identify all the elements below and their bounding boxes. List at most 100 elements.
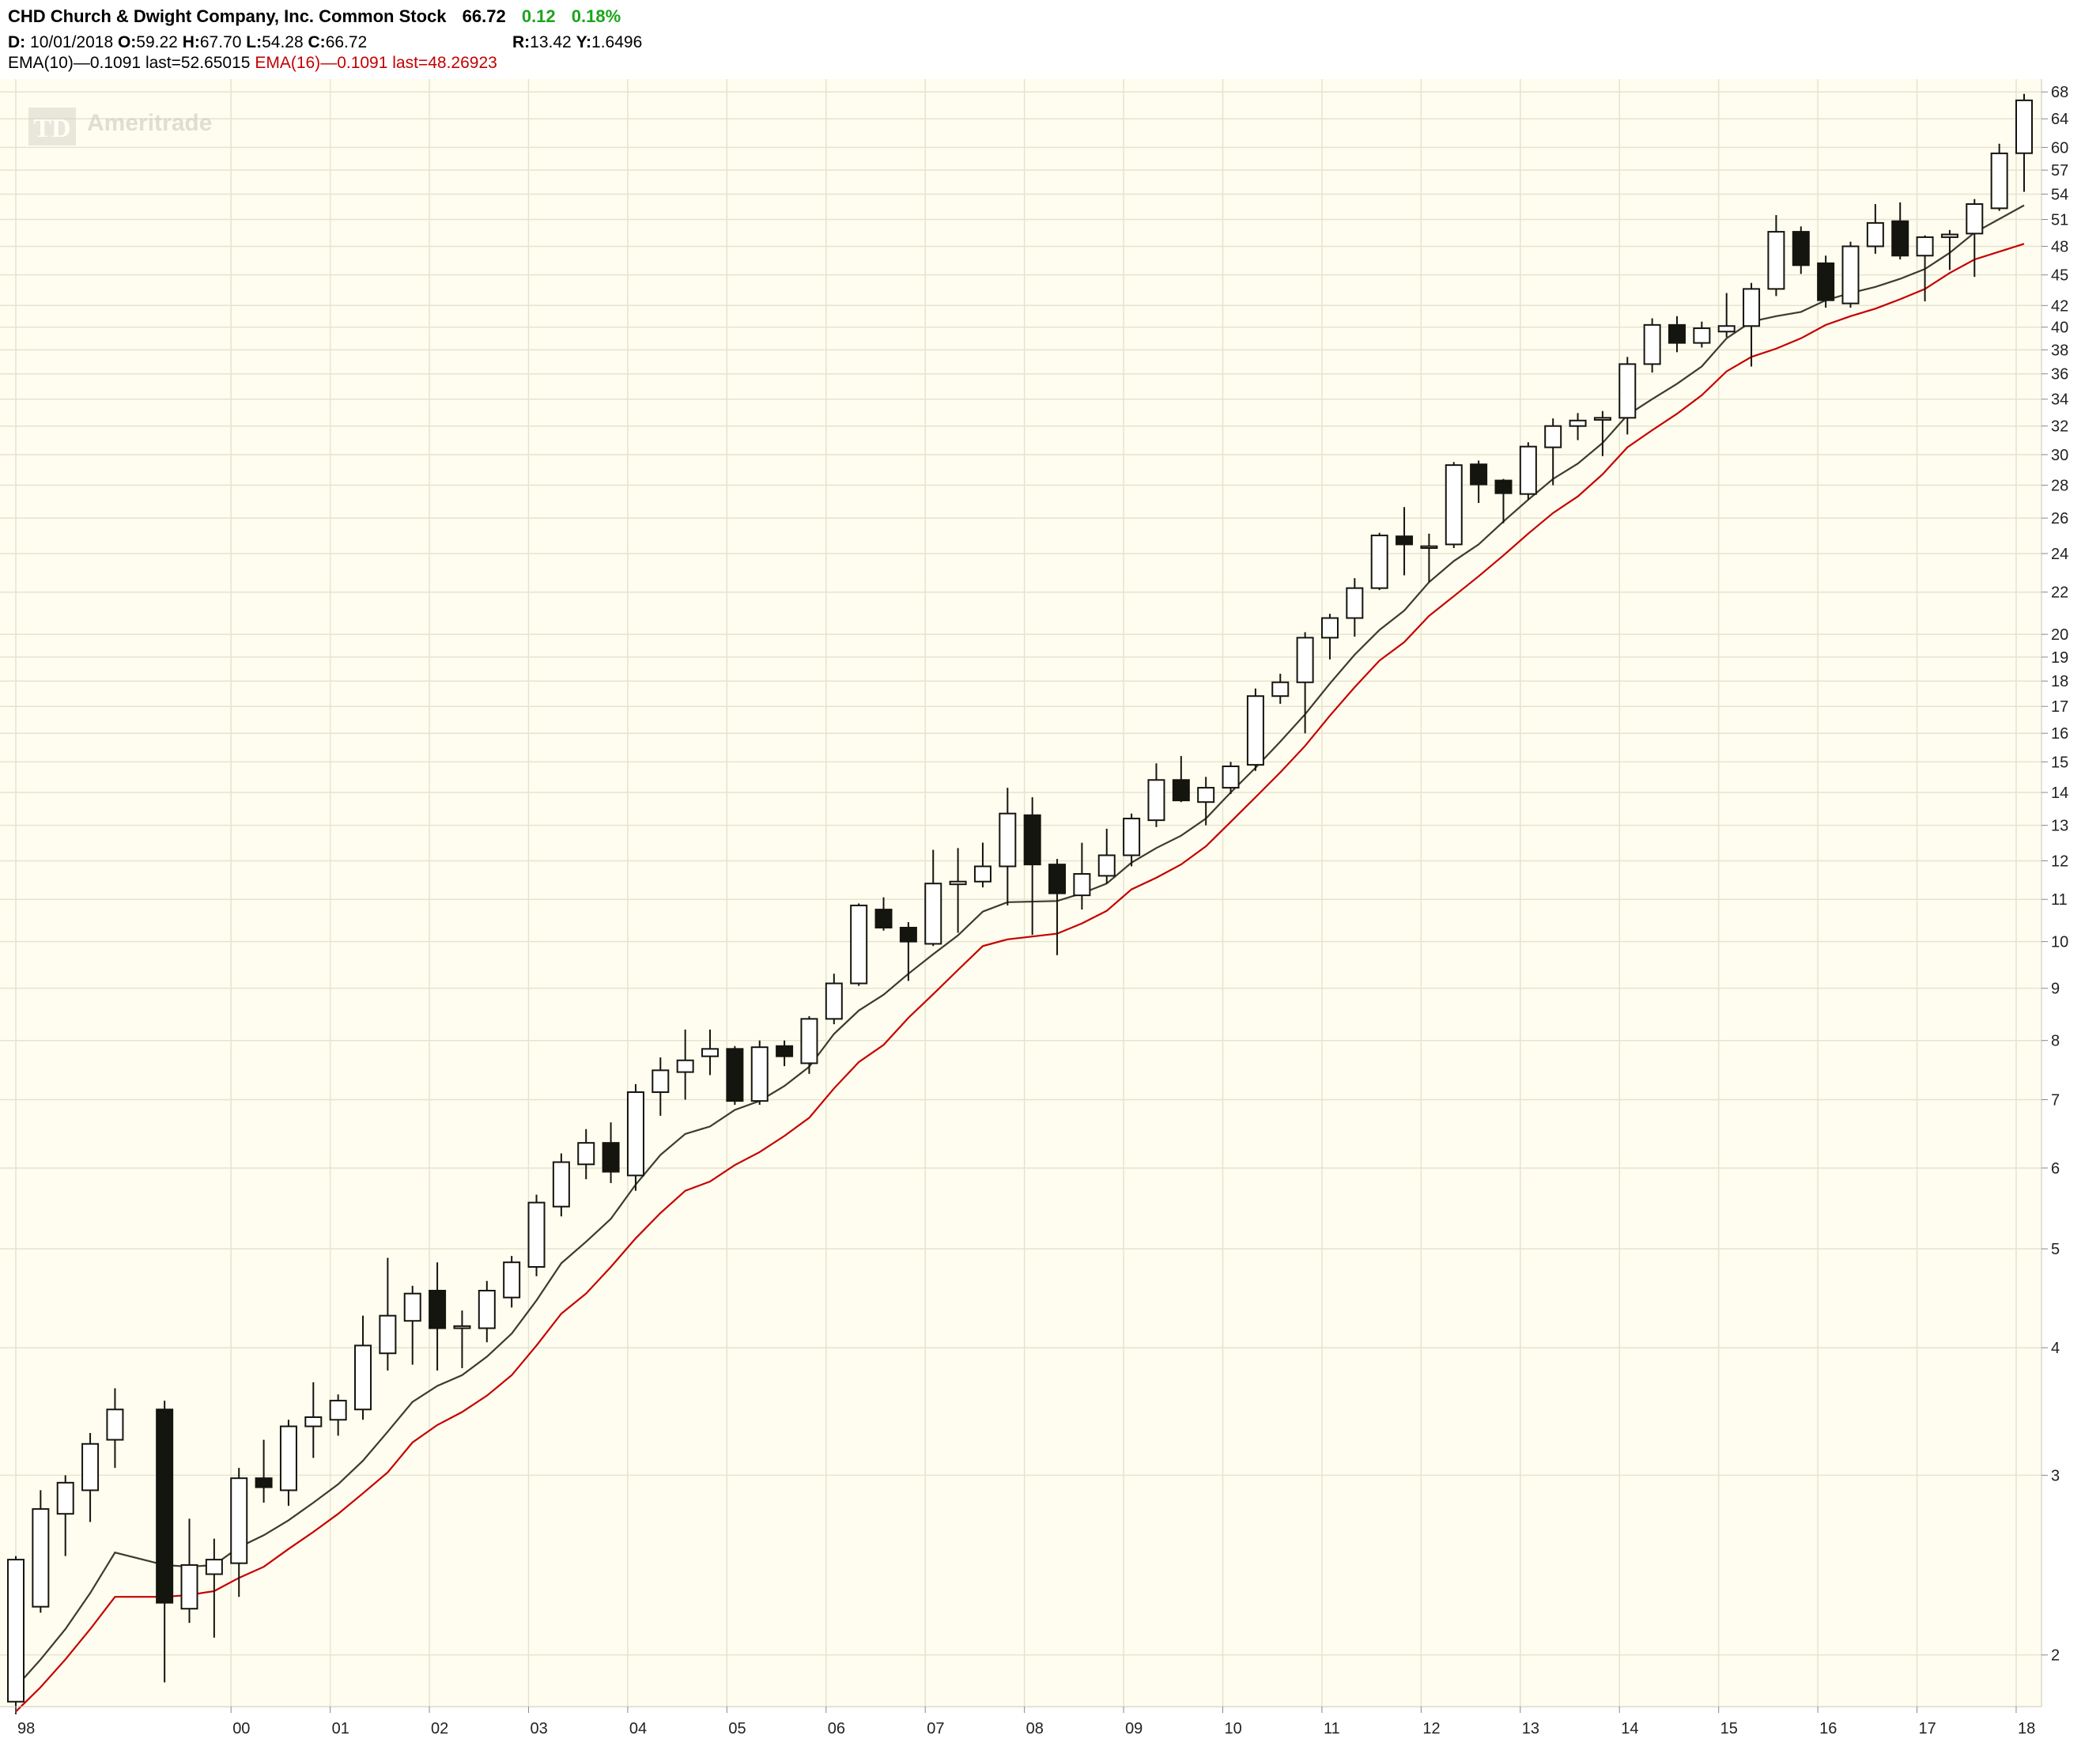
- candle-body-up: [1197, 787, 1215, 803]
- symbol-title: CHD Church & Dwight Company, Inc. Common…: [8, 6, 447, 26]
- bottom-axis-background: [0, 1707, 2041, 1743]
- candle-body-up: [800, 1018, 818, 1064]
- range-value: 13.42: [530, 33, 572, 51]
- y-tick-label: 18: [2051, 673, 2068, 690]
- candle-body-up: [32, 1508, 50, 1608]
- candle-body-up: [1544, 425, 1562, 448]
- candle-body-up: [850, 904, 868, 985]
- ema10-last: last=52.65015: [145, 54, 251, 72]
- candle-body-up: [81, 1442, 100, 1492]
- candle-body-up: [1693, 327, 1711, 344]
- candle-body-up: [1420, 545, 1438, 549]
- y-tick-label: 26: [2051, 510, 2068, 527]
- y-tick-label: 17: [2051, 698, 2068, 716]
- x-tick-label: 11: [1324, 1720, 1340, 1737]
- candle-body-up: [106, 1408, 124, 1441]
- candle-body-up: [2015, 99, 2033, 154]
- y-tick-label: 42: [2051, 297, 2068, 315]
- x-tick-label: 05: [728, 1720, 746, 1737]
- candle-body-down: [1048, 864, 1067, 894]
- candle-body-up: [1866, 221, 1884, 248]
- candle-body-down: [899, 926, 917, 943]
- ema16-swatch: —: [320, 54, 338, 72]
- candle-body-up: [1841, 245, 1860, 304]
- candle-body-up: [1569, 419, 1587, 427]
- candle-body-down: [255, 1477, 273, 1488]
- y-tick-label: 10: [2051, 934, 2068, 951]
- y-tick-label: 11: [2051, 891, 2068, 909]
- open-value: 59.22: [136, 33, 178, 51]
- y-axis-ticks: 2345678910111213141516171819202224262830…: [2041, 84, 2068, 1665]
- last-price: 66.72: [462, 6, 506, 26]
- price-change: 0.12: [521, 6, 556, 26]
- candle-body-up: [676, 1059, 694, 1073]
- candle-body-up: [379, 1314, 397, 1355]
- price-change-pct: 0.18%: [571, 6, 621, 26]
- candle-body-up: [1370, 535, 1388, 589]
- candle-body-up: [1296, 637, 1314, 683]
- price-chart[interactable]: TD Ameritrade 23456789101112131415161718…: [0, 79, 2100, 1743]
- y-tick-label: 60: [2051, 139, 2068, 157]
- y-tick-label: 57: [2051, 162, 2068, 180]
- x-tick-label: 04: [629, 1720, 647, 1737]
- ema10-swatch: —: [73, 54, 90, 72]
- period-label: D:: [8, 33, 26, 51]
- y-tick-label: 45: [2051, 267, 2068, 285]
- y-tick-label: 48: [2051, 238, 2068, 255]
- y-tick-label: 14: [2051, 785, 2068, 802]
- x-tick-label: 09: [1125, 1720, 1143, 1737]
- x-tick-label: 07: [927, 1720, 944, 1737]
- candle-body-up: [1097, 854, 1116, 877]
- candle-body-down: [602, 1142, 620, 1173]
- low-value: 54.28: [262, 33, 304, 51]
- x-axis-ticks: 98 00 01 02 03 04 05 06 07 08 09 10 11 12 13 14 15 16 17 18: [15, 1707, 2035, 1737]
- x-tick-label: 14: [1621, 1720, 1638, 1737]
- candle-body-up: [1743, 288, 1761, 327]
- y-tick-label: 7: [2051, 1092, 2060, 1110]
- y-tick-label: 68: [2051, 84, 2068, 101]
- x-tick-label: 01: [332, 1720, 349, 1737]
- ema10-name: EMA(10): [8, 54, 74, 72]
- y-tick-label: 15: [2051, 754, 2068, 771]
- open-label: O:: [117, 33, 137, 51]
- candle-body-up: [626, 1091, 644, 1177]
- x-tick-label: 00: [232, 1720, 250, 1737]
- y-tick-label: 16: [2051, 725, 2068, 743]
- candle-body-up: [1346, 587, 1364, 619]
- candle-body-up: [1643, 323, 1661, 365]
- ohlc-row: D: 10/01/2018 O:59.22 H:67.70 L:54.28 C:…: [8, 33, 367, 52]
- candle-body-up: [230, 1477, 248, 1564]
- x-tick-label: 06: [828, 1720, 845, 1737]
- candle-body-up: [279, 1425, 297, 1492]
- y-tick-label: 28: [2051, 478, 2068, 495]
- candle-body-down: [1891, 220, 1909, 257]
- y-tick-label: 36: [2051, 366, 2068, 384]
- candle-body-up: [825, 982, 843, 1020]
- y-tick-label: 3: [2051, 1467, 2060, 1484]
- y-tick-label: 22: [2051, 584, 2068, 602]
- low-label: L:: [246, 33, 262, 51]
- x-tick-label: 13: [1522, 1720, 1539, 1737]
- y-tick-label: 4: [2051, 1340, 2060, 1357]
- high-label: H:: [182, 33, 200, 51]
- y-tick-label: 54: [2051, 186, 2068, 203]
- y-tick-label: 64: [2051, 111, 2068, 128]
- y-tick-label: 8: [2051, 1033, 2060, 1050]
- range-yield-stats: R:13.42 Y:1.6496: [512, 33, 642, 52]
- candle-body-up: [1222, 766, 1240, 789]
- y-tick-label: 2: [2051, 1647, 2060, 1665]
- bar-date: 10/01/2018: [30, 33, 114, 51]
- candle-body-down: [874, 909, 893, 928]
- ema10-param: 0.1091: [89, 54, 142, 72]
- ema16-last: last=48.26923: [392, 54, 497, 72]
- y-tick-label: 30: [2051, 447, 2068, 464]
- right-axis-background: [2041, 79, 2100, 1743]
- y-tick-label: 24: [2051, 546, 2068, 563]
- candle-body-up: [652, 1069, 670, 1094]
- candle-body-up: [1246, 695, 1264, 766]
- candle-body-up: [1916, 236, 1934, 257]
- candle-body-up: [1519, 445, 1537, 495]
- x-tick-label: 17: [1919, 1720, 1936, 1737]
- candle-body-up: [973, 865, 991, 883]
- x-tick-label: 03: [530, 1720, 547, 1737]
